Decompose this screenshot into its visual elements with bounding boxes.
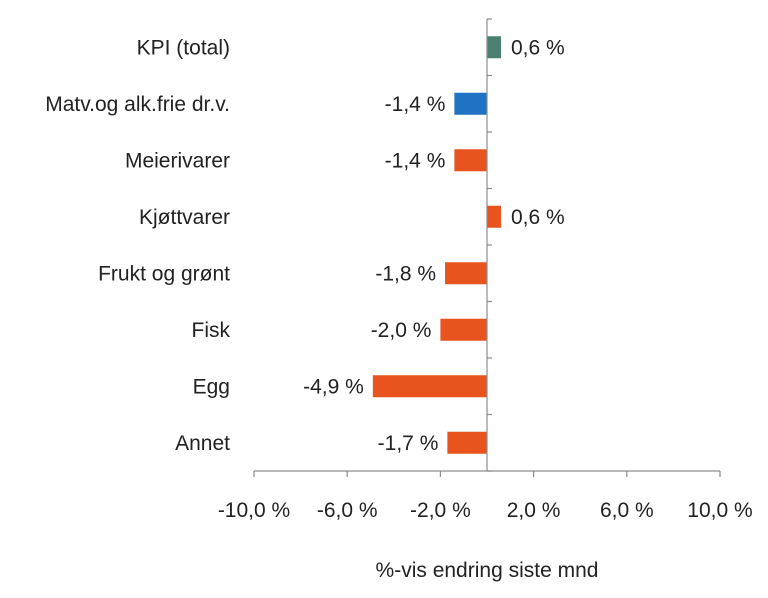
category-label: Egg [193, 375, 230, 398]
category-label: Kjøttvarer [139, 206, 230, 229]
bar [440, 318, 487, 341]
data-label: 0,6 % [511, 36, 565, 59]
data-label: -1,4 % [385, 93, 446, 116]
labels-layer: KPI (total) 0,6 % Matv.og alk.frie dr.v. -1… [45, 36, 752, 522]
x-tick-label: 10,0 % [687, 499, 752, 522]
category-label: Meierivarer [125, 149, 230, 172]
bar [447, 431, 487, 454]
category-label: Fisk [192, 319, 231, 342]
category-label: Matv.og alk.frie dr.v. [45, 93, 230, 116]
category-label: Frukt og grønt [98, 262, 230, 285]
data-label: -2,0 % [371, 319, 432, 342]
x-tick-label: -10,0 % [218, 499, 290, 522]
axes-layer [253, 18, 721, 477]
data-label: -1,8 % [375, 262, 436, 285]
data-label: 0,6 % [511, 206, 565, 229]
category-label: Annet [175, 432, 230, 455]
bars-layer [372, 36, 501, 454]
bar [454, 149, 487, 172]
bar [445, 262, 487, 285]
data-label: -1,7 % [378, 432, 439, 455]
x-tick-label: -2,0 % [410, 499, 471, 522]
data-label: -1,4 % [385, 149, 446, 172]
bar [372, 375, 487, 398]
x-tick-label: -6,0 % [317, 499, 378, 522]
x-tick-label: 6,0 % [600, 499, 654, 522]
x-tick-label: 2,0 % [507, 499, 561, 522]
bar [487, 36, 501, 59]
bar [454, 92, 487, 115]
data-label: -4,9 % [303, 375, 364, 398]
x-axis-label: %-vis endring siste mnd [376, 559, 599, 582]
bar [487, 205, 501, 228]
category-label: KPI (total) [137, 36, 230, 59]
